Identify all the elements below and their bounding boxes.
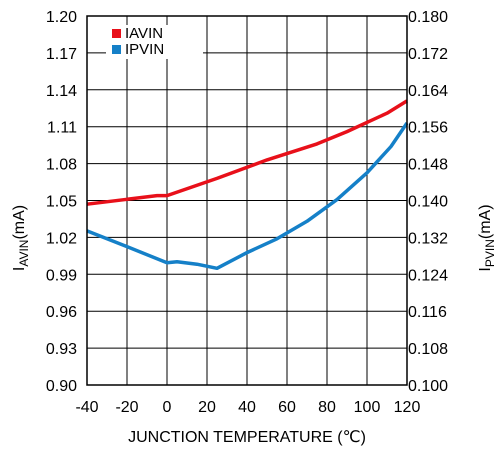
y-left-axis-label: IAVIN(mA) [11,205,31,271]
y-left-tick-label: 1.05 [46,194,77,211]
x-tick-label: 60 [278,399,296,416]
y-right-tick-label: 0.148 [408,157,448,174]
y-left-tick-label: 0.96 [46,304,77,321]
y-left-tick-label: 1.20 [46,9,77,26]
y-left-tick-label: 1.08 [46,157,77,174]
y-left-tick-label: 1.14 [46,83,77,100]
y-left-tick-label: 1.17 [46,46,77,63]
y-right-tick-label: 0.132 [408,230,448,247]
y-right-tick-label: 0.140 [408,194,448,211]
legend-swatch-ipvin [112,45,121,54]
x-tick-label: 100 [354,399,381,416]
y-right-tick-label: 0.124 [408,267,448,284]
y-left-label-main: I [11,267,28,271]
y-right-label-main: I [477,267,494,271]
y-left-tick-label: 0.99 [46,267,77,284]
legend-label-iavin: IAVIN [125,25,163,42]
y-left-label-sub: AVIN [17,240,31,267]
y-right-label-sub: PVIN [483,239,497,267]
data-lines [86,99,409,271]
x-tick-label: 80 [318,399,336,416]
series-line-ipvin [86,122,409,271]
y-right-tick-label: 0.172 [408,46,448,63]
y-right-axis-label: IPVIN(mA) [477,204,497,271]
y-right-tick-label: 0.108 [408,341,448,358]
legend-label-ipvin: IPVIN [125,41,164,58]
x-tick-label: 40 [238,399,256,416]
series-line-iavin [86,99,408,206]
y-left-tick-label: 1.11 [47,120,77,137]
y-right-label-unit: (mA) [477,204,494,239]
y-right-tick-label: 0.100 [408,378,448,395]
y-left-tick-label: 0.90 [46,378,77,395]
y-right-tick-label: 0.164 [408,83,448,100]
x-tick-label: 120 [394,399,421,416]
y-right-tick-label: 0.156 [408,120,448,137]
y-left-label-unit: (mA) [11,205,28,240]
x-tick-label: 20 [198,399,216,416]
y-left-tick-label: 1.02 [46,230,77,247]
legend-background [106,25,203,59]
legend: IAVIN IPVIN [106,25,203,59]
x-tick-label: -40 [75,399,98,416]
x-tick-label: -20 [115,399,138,416]
tick-labels: -40 -20 0 20 40 60 80 100 120 0.90 0.93 0.96 0.99 1.0… [46,9,448,416]
legend-swatch-iavin [112,29,121,38]
y-right-tick-label: 0.180 [408,9,448,26]
x-axis-label: JUNCTION TEMPERATURE (℃) [128,429,366,446]
plot-area-frame [86,15,408,386]
x-tick-label: 0 [163,399,172,416]
grid [87,16,407,385]
y-right-tick-label: 0.116 [408,304,447,321]
y-left-tick-label: 0.93 [46,341,77,358]
